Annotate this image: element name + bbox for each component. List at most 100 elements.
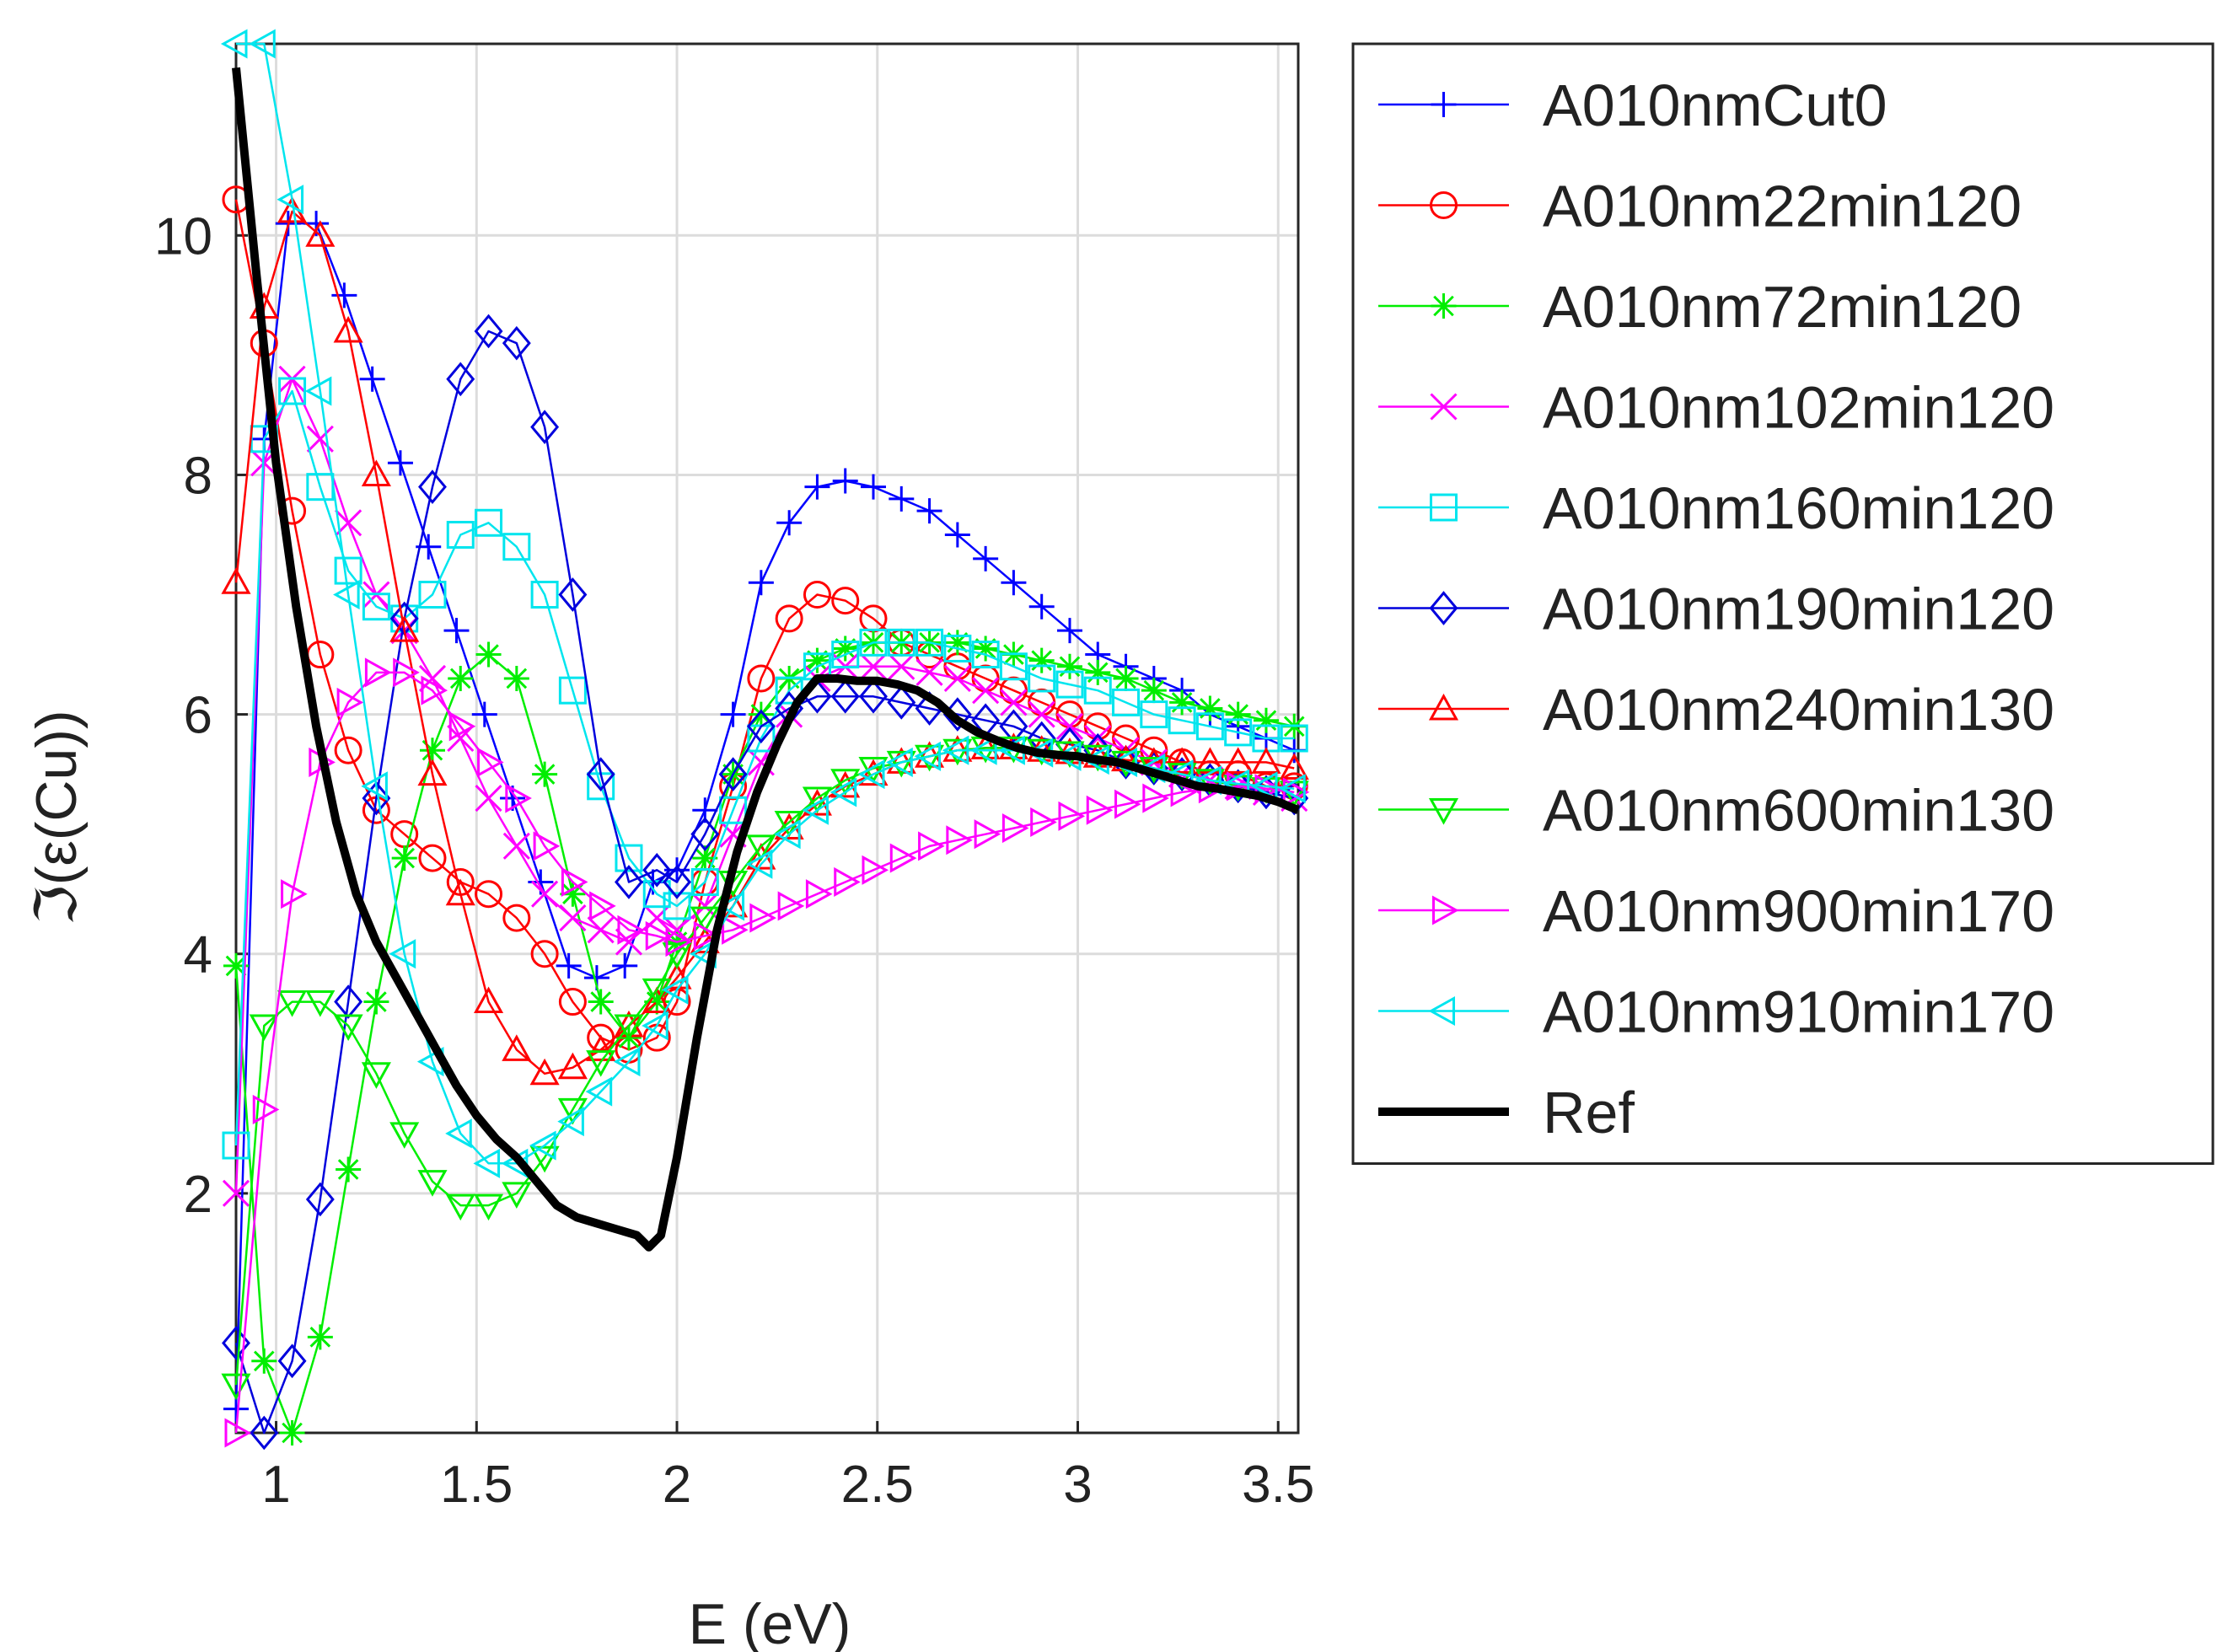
- data-point-A010nm72min120: [1113, 665, 1139, 691]
- data-point-A010nmCut0: [916, 498, 942, 524]
- legend-label: A010nm160min120: [1543, 475, 2054, 541]
- data-point-A010nm72min120: [1141, 678, 1167, 704]
- data-point-A010nm240min130: [333, 315, 363, 343]
- data-point-A010nm910min170: [886, 747, 913, 777]
- data-point-A010nm22min120: [475, 880, 503, 909]
- data-point-A010nm900min170: [1001, 813, 1029, 844]
- data-point-A010nm190min120: [690, 817, 720, 852]
- data-point-A010nm72min120: [251, 1348, 277, 1374]
- data-point-A010nm160min120: [1083, 676, 1112, 705]
- legend-label: A010nm600min130: [1543, 778, 2054, 844]
- axes-box: [234, 42, 1300, 1435]
- data-point-A010nm900min170: [1086, 795, 1114, 825]
- data-point-A010nmCut0: [889, 485, 915, 512]
- series-Ref: [232, 67, 1300, 1252]
- data-point-A010nm240min130: [361, 459, 391, 486]
- legend-marker: [1428, 693, 1459, 721]
- data-point-A010nm72min120: [503, 665, 529, 691]
- data-point-A010nm102min120: [859, 652, 888, 680]
- data-point-A010nm240min130: [221, 567, 251, 594]
- data-point-A010nm160min120: [222, 1131, 250, 1160]
- data-point-A010nm190min120: [999, 709, 1028, 744]
- data-point-A010nm900min170: [1058, 801, 1086, 831]
- data-point-A010nm160min120: [278, 377, 307, 405]
- data-point-A010nm72min120: [223, 952, 249, 979]
- data-point-A010nmCut0: [832, 468, 858, 494]
- data-point-A010nm72min120: [1169, 689, 1195, 716]
- data-point-A010nm160min120: [1224, 718, 1253, 747]
- data-point-A010nm240min130: [586, 1034, 616, 1061]
- data-point-A010nm72min120: [391, 845, 417, 872]
- data-point-A010nm910min170: [1279, 774, 1306, 804]
- data-point-A010nm900min170: [505, 783, 532, 813]
- data-point-A010nm190min120: [474, 314, 503, 349]
- data-point-A010nm900min170: [974, 819, 1001, 850]
- data-point-A010nm160min120: [859, 628, 888, 657]
- data-point-A010nm910min170: [585, 1076, 613, 1107]
- data-point-A010nm190min120: [859, 678, 888, 714]
- data-point-A010nm910min170: [557, 1107, 584, 1137]
- y-axis-label: ℑ(ε(Cu)): [24, 710, 89, 925]
- data-point-A010nm900min170: [946, 825, 973, 856]
- legend-marker: [1430, 191, 1458, 219]
- legend-box: [1351, 42, 2215, 1165]
- data-point-A010nm910min170: [277, 185, 304, 215]
- legend-label: A010nm240min130: [1543, 677, 2054, 743]
- data-point-A010nm72min120: [532, 761, 558, 787]
- legend: A010nmCut0 A010nm22min120 A010nm72min120 A0…: [1351, 42, 2215, 1165]
- legend-label: A010nmCut0: [1543, 72, 1887, 138]
- data-point-A010nmCut0: [804, 474, 830, 500]
- series-A010nm160min120: [222, 377, 1308, 1160]
- data-point-A010nm910min170: [914, 741, 942, 771]
- legend-marker: [1428, 798, 1459, 825]
- series-line-Ref: [232, 67, 1300, 1252]
- data-point-A010nm910min170: [642, 1011, 668, 1041]
- x-tick-label: 2.5: [841, 1456, 914, 1514]
- data-point-A010nmCut0: [1001, 570, 1027, 596]
- data-point-A010nm190min120: [530, 410, 560, 444]
- data-point-A010nm160min120: [334, 556, 362, 585]
- data-point-A010nm102min120: [1028, 700, 1055, 728]
- data-point-A010nm910min170: [942, 735, 969, 765]
- data-point-A010nm22min120: [831, 587, 860, 615]
- data-point-A010nmCut0: [861, 474, 886, 500]
- data-point-A010nm160min120: [1168, 706, 1196, 735]
- data-point-A010nm900min170: [665, 926, 693, 957]
- x-tick-label: 2: [663, 1456, 691, 1514]
- data-point-A010nm910min170: [857, 759, 885, 790]
- data-point-A010nm22min120: [775, 604, 803, 633]
- data-point-A010nm900min170: [1282, 777, 1310, 807]
- data-point-A010nm600min130: [502, 1182, 532, 1209]
- x-tick-label: 3.5: [1242, 1456, 1314, 1514]
- data-point-A010nm600min130: [662, 942, 692, 969]
- data-point-A010nm240min130: [389, 615, 420, 642]
- data-point-A010nm600min130: [746, 834, 776, 861]
- data-point-A010nm900min170: [617, 914, 645, 945]
- data-point-A010nmCut0: [556, 952, 582, 979]
- data-point-A010nm102min120: [531, 880, 559, 908]
- data-point-A010nm160min120: [530, 581, 559, 609]
- data-point-A010nm900min170: [561, 866, 588, 898]
- data-point-A010nm910min170: [445, 1118, 472, 1149]
- data-point-A010nm102min120: [972, 677, 1000, 705]
- data-point-A010nm190min120: [586, 757, 615, 791]
- data-point-A010nm600min130: [614, 1014, 644, 1042]
- data-point-A010nm72min120: [1253, 707, 1279, 733]
- data-point-A010nm600min130: [473, 1193, 504, 1221]
- data-point-A010nm190min120: [250, 1415, 279, 1450]
- data-point-A010nm240min130: [502, 1034, 532, 1061]
- data-point-A010nm190min120: [305, 1182, 335, 1217]
- data-point-A010nm22min120: [502, 904, 531, 932]
- series-A010nmCut0: [223, 211, 1307, 1422]
- data-point-A010nm910min170: [661, 974, 689, 1005]
- data-point-A010nm102min120: [475, 784, 502, 813]
- data-point-A010nm900min170: [1142, 783, 1169, 813]
- plot-area: [220, 29, 1310, 1450]
- legend-marker: [1431, 92, 1457, 117]
- legend-marker: [1430, 493, 1458, 522]
- data-point-A010nm102min120: [888, 652, 915, 680]
- data-point-A010nm900min170: [281, 879, 308, 909]
- data-point-A010nmCut0: [1056, 618, 1082, 644]
- legend-marker: [1431, 293, 1457, 319]
- data-point-A010nm900min170: [834, 866, 861, 898]
